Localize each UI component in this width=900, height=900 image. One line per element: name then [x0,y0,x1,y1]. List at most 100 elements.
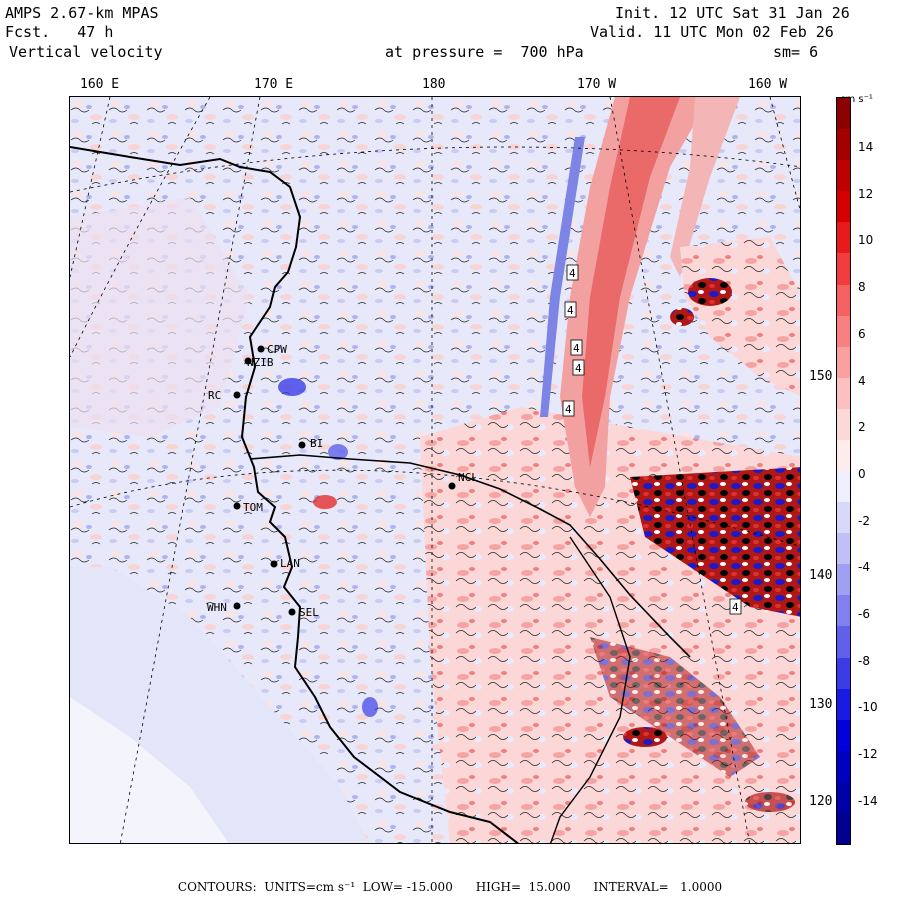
coastal-cell-2 [328,444,348,460]
map-svg: 4 4 4 4 4 4 CPW NZIB RC BI NCL TOM [70,97,800,843]
colorbar [836,97,851,845]
colorbar-tick-label: 14 [858,140,874,154]
colorbar-tick-label: -8 [858,653,870,668]
colorbar-segment [837,191,850,223]
stations: CPW NZIB RC BI NCL TOM LAN WHN SEL [207,343,478,619]
colorbar-segment [837,471,850,503]
colorbar-segment [837,284,850,317]
colorbar-tick-label: 8 [858,280,866,295]
contour-marker-2: 4 [567,304,574,317]
forecast-hour: Fcst. 47 h [5,23,114,41]
colorbar-tick-label: -2 [858,513,870,528]
colorbar-tick-label: 6 [858,326,866,341]
station-rc-dot [233,391,241,399]
colorbar-segment [837,812,850,845]
colorbar-segment [837,502,850,534]
colorbar-tick-label: -10 [858,700,878,715]
ice-shelf-front [249,454,691,658]
colorbar-segment [837,129,850,161]
descent-stripe [540,137,585,417]
coastline [70,146,520,843]
contour-marker-6: 4 [732,601,739,614]
colorbar-tick-label: -4 [858,560,870,575]
contour-marker-4: 4 [575,362,582,375]
colorbar-segment [837,657,850,690]
no-data-region [70,697,229,843]
station-rc-label: RC [208,389,221,402]
colorbar-segment [837,595,850,627]
convective-cell-1 [688,278,732,306]
colorbar-segment [837,315,850,348]
lon-label-160e: 160 E [80,77,120,92]
contour-marker-3: 4 [573,342,580,355]
station-cpw-dot [257,345,265,353]
colorbar-tick-label: -14 [858,793,878,808]
lon-label-180: 180 [422,77,446,92]
field-name: Vertical velocity [9,43,163,61]
station-tom-label: TOM [243,501,263,514]
model-title: AMPS 2.67-km MPAS [5,4,159,22]
colorbar-segment [837,408,850,441]
colorbar-segment [837,533,850,565]
colorbar-tick-label: 4 [858,373,866,388]
colorbar-segment [837,688,850,721]
pink-region-left [70,197,250,437]
station-whn-label: WHN [207,601,227,614]
contour-markers: 4 4 4 4 4 4 [562,264,742,615]
station-bi-label: BI [310,437,323,450]
station-nzib-label: NZIB [247,356,274,369]
station-tom-dot [233,502,241,510]
station-ncl-dot [448,482,456,490]
map-panel: 4 4 4 4 4 4 CPW NZIB RC BI NCL TOM [69,96,801,844]
outer-band [670,97,740,277]
coastal-cell-3 [313,495,337,509]
colorbar-segment [837,377,850,410]
contour-marker-1: 4 [569,267,576,280]
colorbar-tick-label: -6 [858,607,870,621]
station-sel-label: SEL [299,606,319,619]
colorbar-tick-label: 12 [858,186,874,201]
contour-info: CONTOURS: UNITS=cm s⁻¹ LOW= -15.000 HIGH… [177,880,723,894]
init-time: Init. 12 UTC Sat 31 Jan 26 [615,4,850,22]
colorbar-segment [837,98,850,130]
station-whn-dot [233,602,241,610]
convective-cell-3 [623,727,667,747]
pressure-level: at pressure = 700 hPa [385,43,584,61]
colorbar-segment [837,222,850,254]
ascent-band-core [582,97,680,467]
convective-cell-2 [670,308,694,326]
contour-marker-5: 4 [565,403,572,416]
colorbar-segment [837,346,850,379]
station-lan-label: LAN [280,557,300,570]
colorbar-tick-label: 10 [858,233,874,248]
storm-cells-upper [680,237,800,397]
coastal-cell-1 [278,378,306,396]
lon-label-170e: 170 E [254,77,294,92]
coastal-cell-4 [362,697,378,717]
colorbar-units: cm s⁻¹ [840,94,873,105]
lon-label-170w: 170 W [577,77,617,92]
station-ncl-label: NCL [458,471,478,484]
grounding-line [549,536,631,843]
colorbar-tick-label: 2 [858,420,866,435]
station-nzib-dot [244,357,252,365]
colorbar-segment [837,564,850,596]
station-sel-dot [288,608,296,616]
station-bi-dot [298,441,306,449]
graticule [70,97,800,843]
colorbar-tick-label: 0 [858,466,866,481]
convective-cell-4 [745,792,795,812]
colorbar-tick-label: -12 [858,747,878,762]
lon-label-160w: 160 W [748,77,788,92]
colorbar-segment [837,719,850,752]
colorbar-segment [837,781,850,814]
storm-complex [630,467,800,617]
colorbar-segment [837,253,850,285]
colorbar-segment [837,750,850,783]
station-lan-dot [270,560,278,568]
valid-time: Valid. 11 UTC Mon 02 Feb 26 [590,23,834,41]
storm-cells-lower [590,637,760,777]
colorbar-segment [837,626,850,658]
smoothing: sm= 6 [773,43,819,61]
colorbar-segment [837,439,850,472]
